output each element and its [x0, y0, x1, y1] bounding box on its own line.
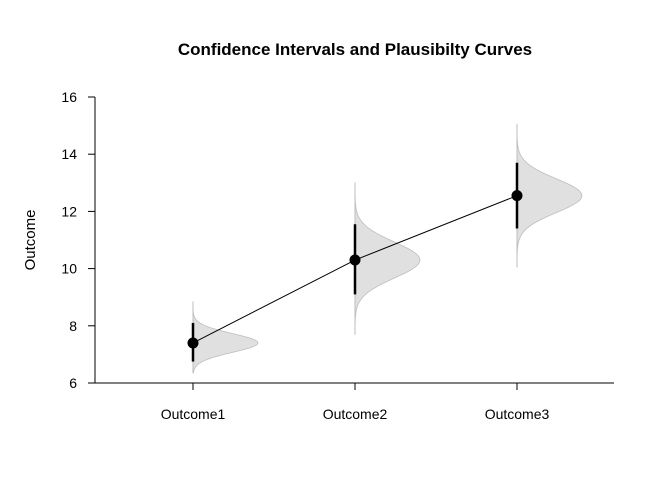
plausibility-curve: [354, 182, 421, 335]
mean-point: [187, 337, 199, 349]
plausibility-curves: [192, 123, 583, 374]
y-tick-label: 8: [69, 318, 77, 334]
x-tick-label: Outcome3: [485, 406, 550, 422]
y-tick-label: 10: [61, 261, 77, 277]
y-tick-label: 6: [69, 375, 77, 391]
y-tick-label: 14: [61, 146, 77, 162]
x-tick-label: Outcome2: [323, 406, 388, 422]
x-tick-label: Outcome1: [161, 406, 226, 422]
x-ticks: Outcome1 Outcome2 Outcome3: [161, 383, 550, 422]
mean-point: [511, 190, 523, 202]
y-axis-label: Outcome: [22, 210, 39, 271]
y-ticks: 6 8 10 12 14 16: [61, 89, 95, 391]
plausibility-curve: [192, 301, 259, 374]
mean-points: [187, 190, 523, 349]
y-tick-label: 12: [61, 203, 77, 219]
chart-title: Confidence Intervals and Plausibilty Cur…: [178, 40, 532, 59]
plausibility-curve: [516, 123, 583, 268]
mean-point: [349, 254, 361, 266]
y-tick-label: 16: [61, 89, 77, 105]
